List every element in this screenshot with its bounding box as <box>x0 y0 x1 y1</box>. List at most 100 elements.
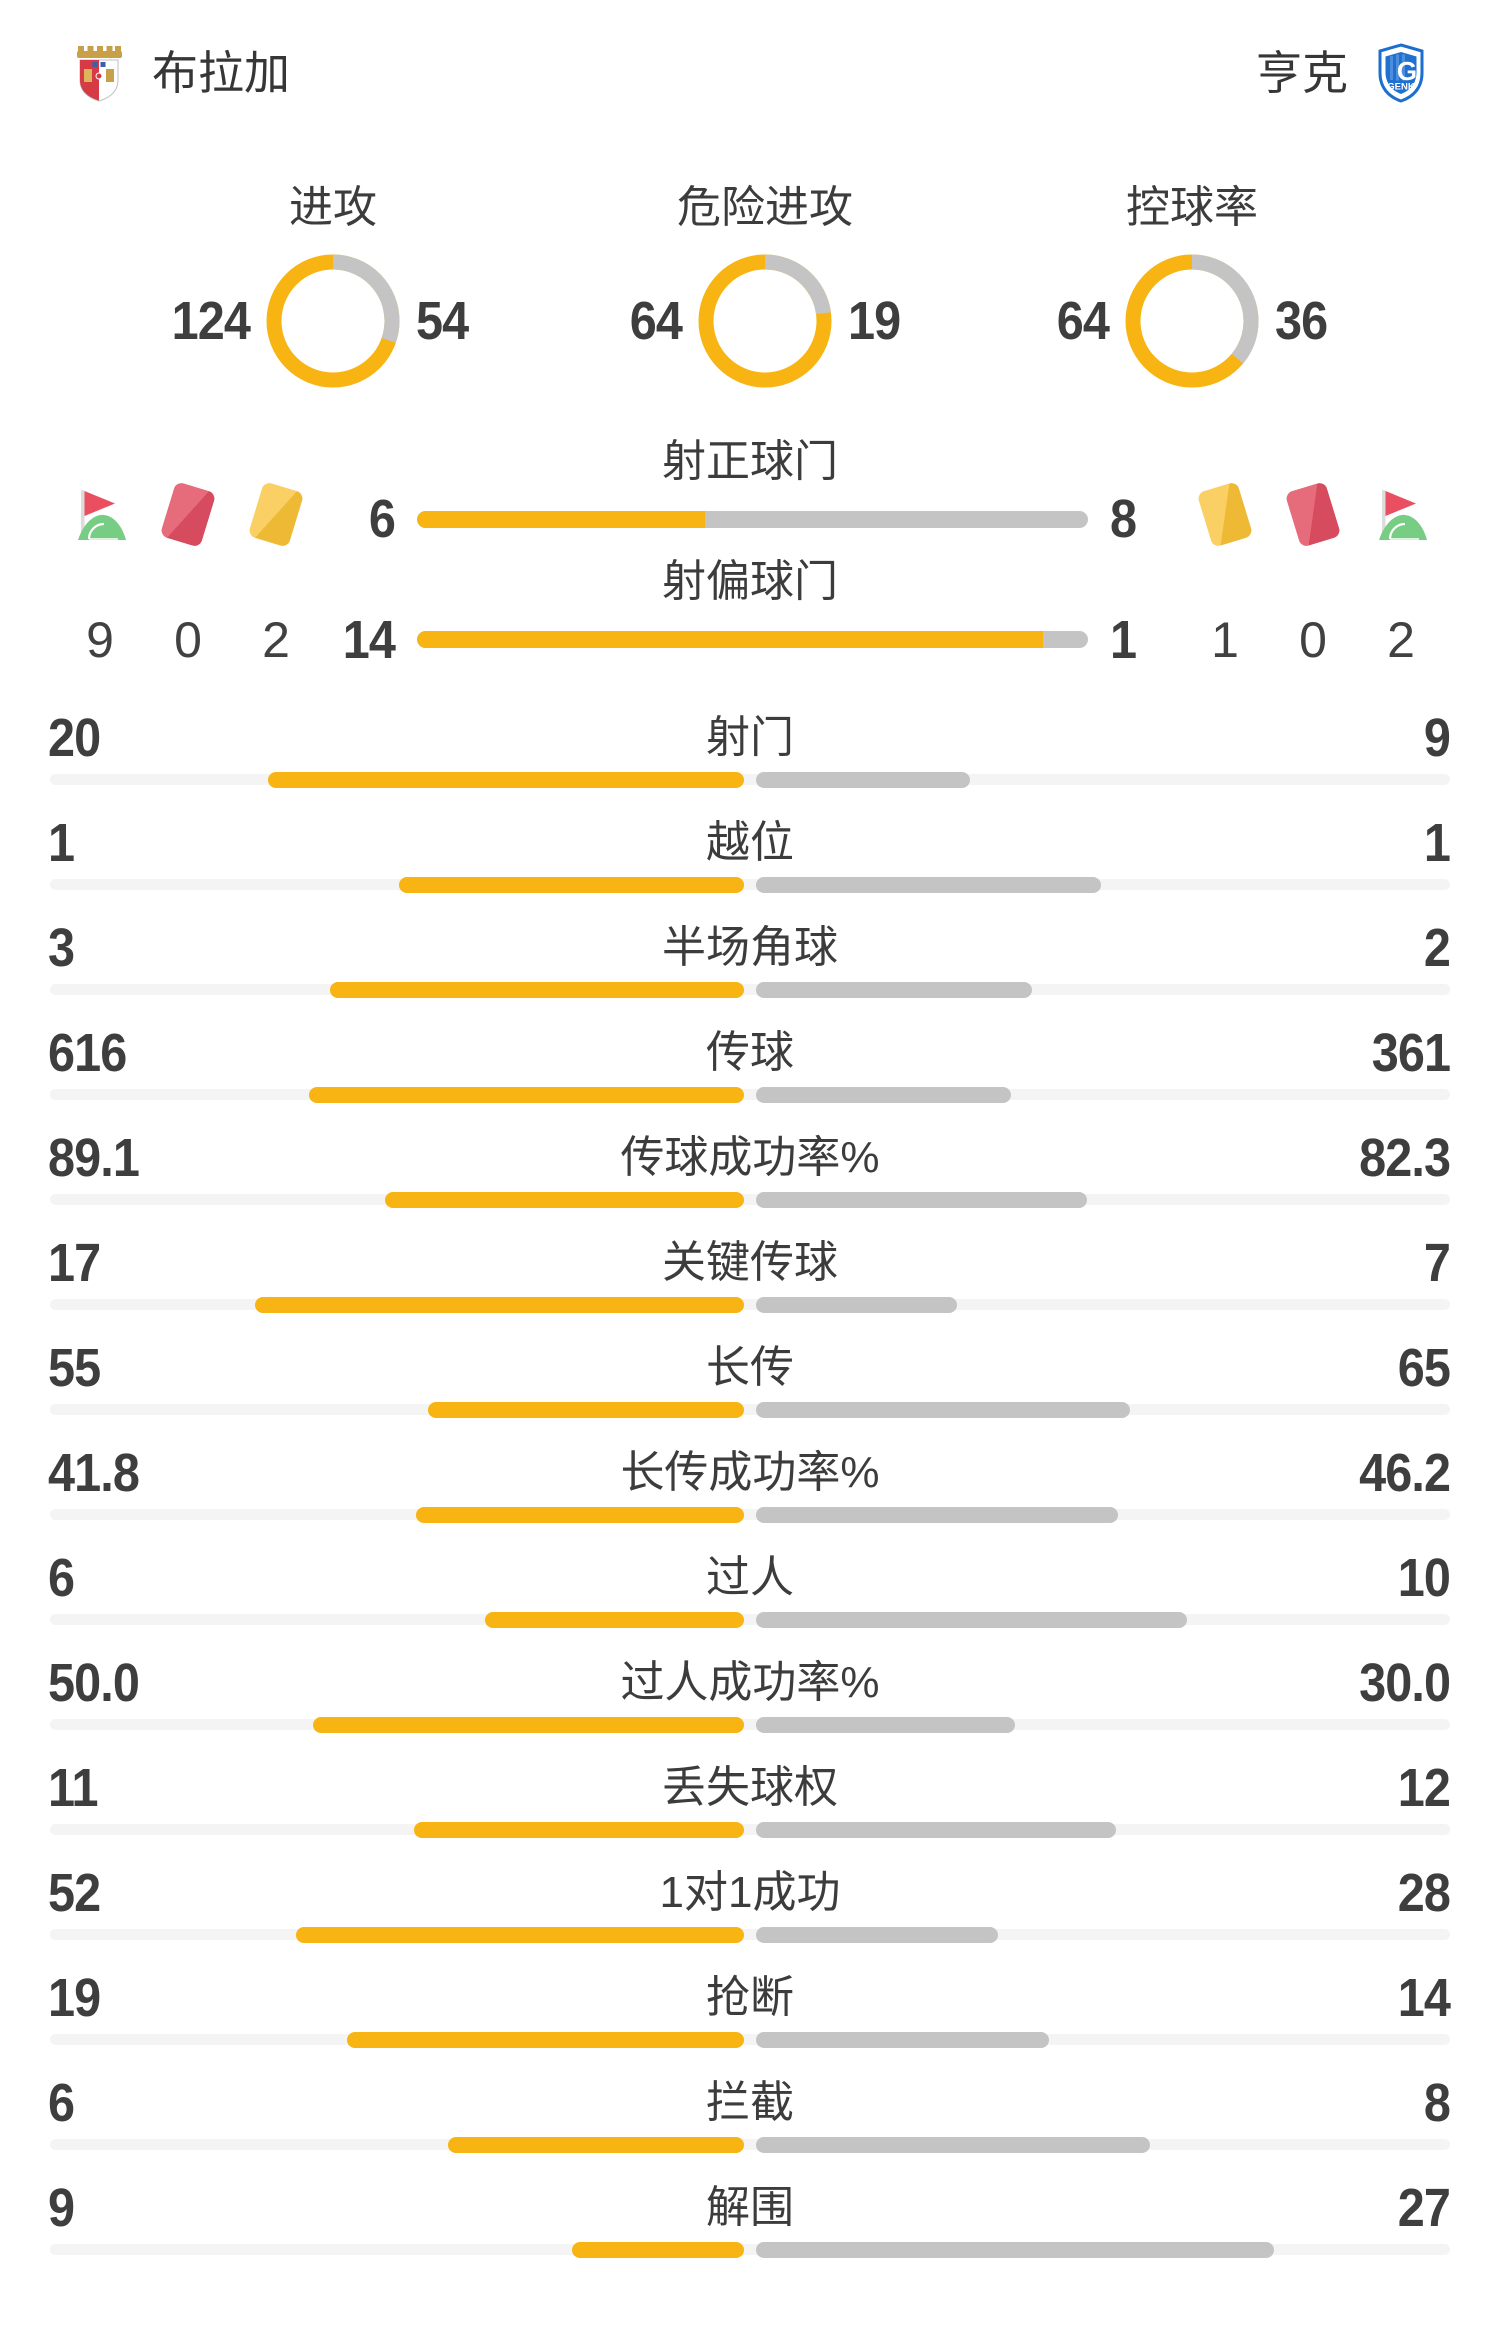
away-yellow-card-count: 1 <box>1211 612 1239 668</box>
home-value: 55 <box>48 1338 101 1398</box>
donut-away-value: 19 <box>848 291 901 351</box>
home-value: 50.0 <box>48 1653 140 1713</box>
stat-label: 传球 <box>706 1028 794 1077</box>
away-bar <box>756 877 1101 893</box>
stat-row: 55 长传 65 <box>0 1320 1500 1425</box>
donut-attacks: 进攻 124 54 <box>153 180 513 388</box>
bar-track <box>50 1824 1450 1835</box>
home-value: 3 <box>48 918 75 978</box>
home-value: 1 <box>48 813 75 873</box>
away-value: 10 <box>1397 1548 1451 1608</box>
away-bar <box>756 772 971 788</box>
bar-track <box>50 1509 1450 1520</box>
home-bar <box>295 1927 744 1943</box>
home-team-name: 布拉加 <box>152 47 290 99</box>
home-value: 11 <box>48 1758 98 1818</box>
away-discipline-counts: 1 0 2 <box>1196 612 1430 668</box>
stat-row: 9 解围 27 <box>0 2160 1500 2265</box>
home-yellow-card-count: 2 <box>262 612 290 668</box>
stat-row: 50.0 过人成功率% 30.0 <box>0 1635 1500 1740</box>
donut-away-value: 36 <box>1275 291 1328 351</box>
stat-label: 拦截 <box>706 2078 794 2127</box>
bar-track <box>50 2139 1450 2150</box>
home-discipline-icons <box>71 481 305 548</box>
away-value: 14 <box>1397 1968 1451 2028</box>
away-bar <box>756 2242 1274 2258</box>
away-value: 30.0 <box>1359 1653 1451 1713</box>
donut-home-value: 64 <box>629 291 683 351</box>
away-bar <box>756 1507 1119 1523</box>
home-team-crest-icon <box>77 46 122 102</box>
away-value: 2 <box>1423 918 1451 978</box>
stat-label: 越位 <box>706 818 794 867</box>
donut-chart <box>266 254 400 388</box>
stat-row: 6 拦截 8 <box>0 2055 1500 2160</box>
home-bar <box>255 1297 744 1313</box>
away-value: 1 <box>1423 813 1451 873</box>
home-bar <box>417 511 705 528</box>
donut-home-value: 124 <box>171 291 251 351</box>
stat-label: 抢断 <box>706 1973 794 2022</box>
away-value: 46.2 <box>1359 1443 1451 1503</box>
stat-label: 过人成功率% <box>620 1658 880 1707</box>
away-team-crest-icon: G GENK <box>1378 43 1424 103</box>
away-bar <box>756 1717 1015 1733</box>
donut-away-value: 54 <box>416 291 469 351</box>
home-value: 616 <box>48 1023 127 1083</box>
home-value: 52 <box>48 1863 101 1923</box>
bar-track <box>50 1194 1450 1205</box>
donut-title: 危险进攻 <box>677 183 853 232</box>
stat-label: 长传 <box>706 1343 794 1392</box>
away-value: 12 <box>1397 1758 1451 1818</box>
away-value: 361 <box>1371 1023 1451 1083</box>
home-value: 20 <box>48 708 101 768</box>
donut-title: 控球率 <box>1126 183 1258 232</box>
home-value: 89.1 <box>48 1128 140 1188</box>
stat-label: 长传成功率% <box>620 1448 880 1497</box>
home-red-card-count: 0 <box>174 612 202 668</box>
away-discipline-icons <box>1196 481 1430 548</box>
home-bar <box>417 631 1044 648</box>
donut-chart <box>698 254 832 388</box>
away-bar <box>756 982 1032 998</box>
donut-title: 进攻 <box>289 183 377 232</box>
bar-track <box>50 2034 1450 2045</box>
stat-label: 1对1成功 <box>659 1868 841 1917</box>
away-team-header: G GENK 亨克 <box>1256 42 1428 104</box>
stat-row: 616 传球 361 <box>0 1005 1500 1110</box>
away-bar <box>756 1087 1011 1103</box>
stat-label: 传球成功率% <box>620 1133 880 1182</box>
stat-row: 11 丢失球权 12 <box>0 1740 1500 1845</box>
svg-text:G: G <box>1397 56 1417 86</box>
home-bar <box>308 1087 744 1103</box>
stat-row: 1 越位 1 <box>0 795 1500 900</box>
home-bar <box>330 982 744 998</box>
home-bar <box>416 1507 744 1523</box>
stat-row: 89.1 传球成功率% 82.3 <box>0 1110 1500 1215</box>
donut-home-value: 64 <box>1056 291 1110 351</box>
home-value: 41.8 <box>48 1443 140 1503</box>
home-bar <box>385 1192 744 1208</box>
stat-label: 解围 <box>706 2183 794 2232</box>
red-card-icon <box>159 481 217 548</box>
stat-label: 关键传球 <box>662 1238 838 1287</box>
away-value: 27 <box>1397 2178 1451 2238</box>
away-value: 28 <box>1397 1863 1451 1923</box>
home-bar <box>571 2242 744 2258</box>
stat-label: 半场角球 <box>662 923 838 972</box>
stat-label: 射偏球门 <box>662 557 838 606</box>
home-discipline-counts: 9 0 2 <box>71 612 305 668</box>
bar-track <box>50 1089 1450 1100</box>
home-value: 9 <box>48 2178 75 2238</box>
bar-track <box>50 2244 1450 2255</box>
away-bar <box>756 1927 998 1943</box>
stat-bar <box>417 511 1088 528</box>
home-bar <box>399 877 744 893</box>
away-value: 82.3 <box>1359 1128 1451 1188</box>
stat-row: 41.8 长传成功率% 46.2 <box>0 1425 1500 1530</box>
stat-row: 20 射门 9 <box>0 690 1500 795</box>
stat-row: 17 关键传球 7 <box>0 1215 1500 1320</box>
away-bar <box>756 2032 1049 2048</box>
bar-track <box>50 1404 1450 1415</box>
